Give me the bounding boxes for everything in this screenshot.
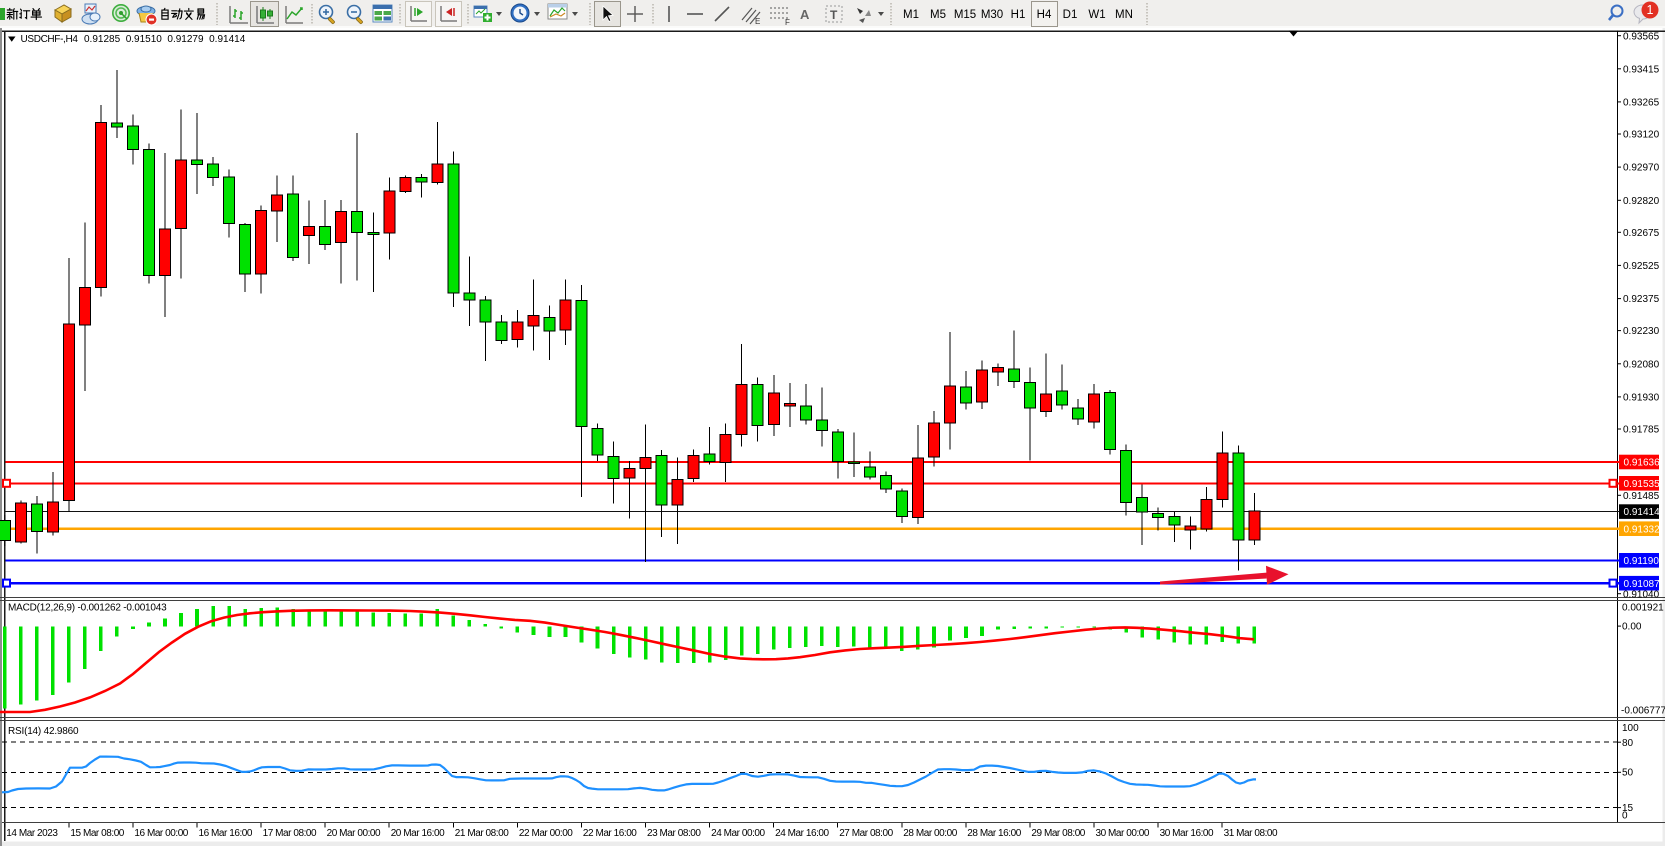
svg-text:20 Mar 00:00: 20 Mar 00:00 xyxy=(327,828,381,839)
svg-text:M15: M15 xyxy=(954,9,976,21)
svg-text:0.92525: 0.92525 xyxy=(1623,261,1660,272)
svg-text:0.001921: 0.001921 xyxy=(1622,602,1664,613)
svg-text:1: 1 xyxy=(1647,3,1654,17)
svg-text:0.91332: 0.91332 xyxy=(1624,524,1661,535)
svg-text:29 Mar 08:00: 29 Mar 08:00 xyxy=(1031,828,1085,839)
svg-text:MACD(12,26,9) -0.001262 -0.001: MACD(12,26,9) -0.001262 -0.001043 xyxy=(8,603,167,614)
svg-text:30 Mar 00:00: 30 Mar 00:00 xyxy=(1096,828,1150,839)
svg-text:0.91636: 0.91636 xyxy=(1624,458,1661,469)
svg-text:0.91087: 0.91087 xyxy=(1624,579,1661,590)
svg-text:16 Mar 00:00: 16 Mar 00:00 xyxy=(134,828,188,839)
svg-text:0.92080: 0.92080 xyxy=(1623,359,1660,370)
svg-text:0.92230: 0.92230 xyxy=(1623,326,1660,337)
svg-text:E: E xyxy=(755,17,760,26)
svg-text:M1: M1 xyxy=(903,9,919,21)
svg-text:28 Mar 16:00: 28 Mar 16:00 xyxy=(967,828,1021,839)
svg-text:0.92375: 0.92375 xyxy=(1623,294,1660,305)
svg-text:80: 80 xyxy=(1622,738,1634,749)
svg-text:27 Mar 08:00: 27 Mar 08:00 xyxy=(839,828,893,839)
svg-text:0.93265: 0.93265 xyxy=(1623,98,1660,109)
svg-text:21 Mar 08:00: 21 Mar 08:00 xyxy=(455,828,509,839)
svg-text:14 Mar 2023: 14 Mar 2023 xyxy=(6,828,58,839)
svg-text:15: 15 xyxy=(1622,803,1634,814)
svg-text:H4: H4 xyxy=(1037,9,1052,21)
svg-text:T: T xyxy=(830,8,838,22)
svg-text:0.91485: 0.91485 xyxy=(1623,491,1660,502)
svg-text:0.91285 0.91510 0.91279 0.9: 0.91285 0.91510 0.91279 0.91414 xyxy=(84,34,246,45)
svg-text:17 Mar 08:00: 17 Mar 08:00 xyxy=(263,828,317,839)
svg-text:0.91040: 0.91040 xyxy=(1623,589,1660,600)
svg-text:W1: W1 xyxy=(1088,9,1105,21)
svg-text:0.91930: 0.91930 xyxy=(1623,393,1660,404)
svg-text:USDCHF-,H4: USDCHF-,H4 xyxy=(21,34,79,45)
svg-text:0.91535: 0.91535 xyxy=(1624,479,1661,490)
svg-text:RSI(14) 42.9860: RSI(14) 42.9860 xyxy=(8,726,79,737)
svg-text:M5: M5 xyxy=(930,9,946,21)
svg-text:0.91414: 0.91414 xyxy=(1624,507,1661,518)
svg-text:0.91190: 0.91190 xyxy=(1624,556,1660,567)
svg-text:31 Mar 08:00: 31 Mar 08:00 xyxy=(1224,828,1278,839)
svg-text:-0.006777: -0.006777 xyxy=(1621,705,1665,716)
svg-text:24 Mar 00:00: 24 Mar 00:00 xyxy=(711,828,765,839)
svg-text:22 Mar 16:00: 22 Mar 16:00 xyxy=(583,828,637,839)
svg-text:A: A xyxy=(800,7,810,22)
svg-text:20 Mar 16:00: 20 Mar 16:00 xyxy=(391,828,445,839)
svg-text:30 Mar 16:00: 30 Mar 16:00 xyxy=(1160,828,1214,839)
svg-text:H1: H1 xyxy=(1011,9,1026,21)
svg-text:F: F xyxy=(785,18,790,27)
svg-text:M30: M30 xyxy=(981,9,1003,21)
svg-text:24 Mar 16:00: 24 Mar 16:00 xyxy=(775,828,829,839)
svg-text:D1: D1 xyxy=(1063,9,1078,21)
svg-text:0.00: 0.00 xyxy=(1622,622,1642,633)
svg-text:0.93415: 0.93415 xyxy=(1623,64,1660,75)
svg-text:23 Mar 08:00: 23 Mar 08:00 xyxy=(647,828,701,839)
svg-text:100: 100 xyxy=(1622,723,1639,734)
svg-text:22 Mar 00:00: 22 Mar 00:00 xyxy=(519,828,573,839)
svg-text:28 Mar 00:00: 28 Mar 00:00 xyxy=(903,828,957,839)
svg-text:0.93565: 0.93565 xyxy=(1623,31,1660,42)
svg-text:0.92970: 0.92970 xyxy=(1623,163,1660,174)
svg-text:0: 0 xyxy=(1622,810,1628,821)
svg-text:16 Mar 16:00: 16 Mar 16:00 xyxy=(199,828,253,839)
svg-text:0.92820: 0.92820 xyxy=(1623,196,1660,207)
svg-text:0.92675: 0.92675 xyxy=(1623,228,1660,239)
svg-text:0.93120: 0.93120 xyxy=(1623,130,1660,141)
svg-text:0.91785: 0.91785 xyxy=(1623,425,1660,436)
svg-text:50: 50 xyxy=(1622,767,1634,778)
svg-text:15 Mar 08:00: 15 Mar 08:00 xyxy=(70,828,124,839)
svg-text:MN: MN xyxy=(1115,9,1133,21)
